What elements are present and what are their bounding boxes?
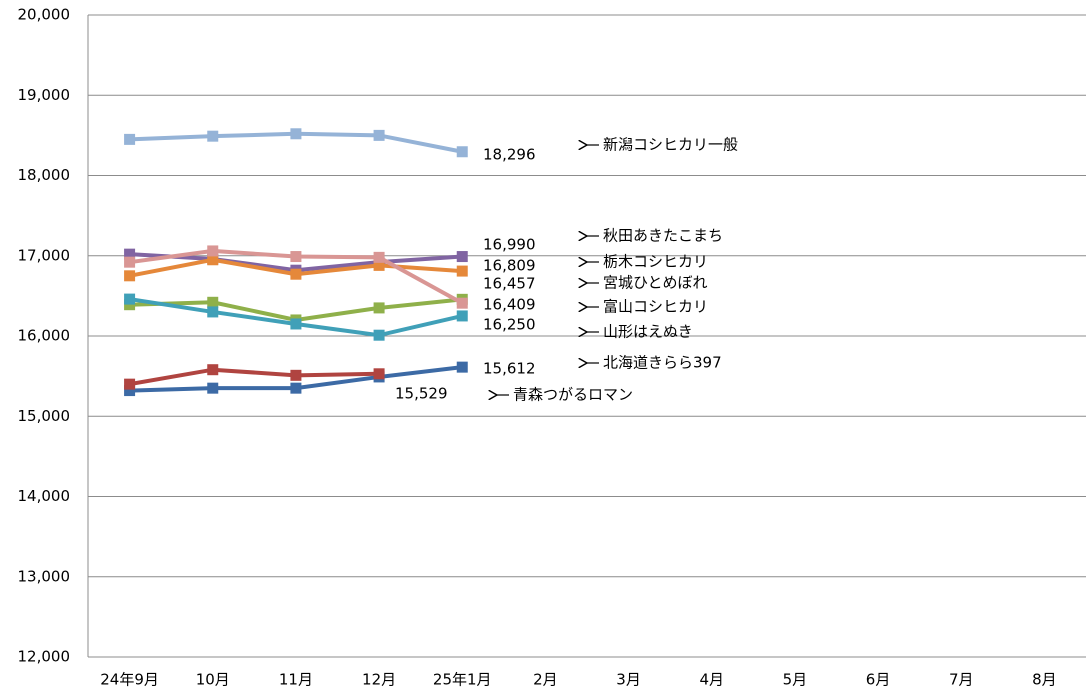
point-marker — [124, 385, 136, 397]
value-label: 16,990 — [483, 236, 536, 254]
x-tick-label: 10月 — [196, 671, 230, 689]
x-tick-label: 3月 — [616, 671, 641, 689]
y-tick-label: 20,000 — [18, 6, 71, 24]
y-tick-label: 17,000 — [18, 246, 71, 264]
point-marker — [290, 268, 302, 280]
point-marker — [456, 251, 468, 263]
x-tick-label: 25年1月 — [433, 671, 492, 689]
point-marker — [207, 296, 219, 308]
point-marker — [207, 254, 219, 266]
series-label: 栃木コシヒカリ — [603, 253, 708, 271]
series-label: 新潟コシヒカリ一般 — [603, 136, 738, 154]
point-marker — [456, 310, 468, 322]
value-label: 16,809 — [483, 257, 536, 275]
y-tick-label: 15,000 — [18, 407, 71, 425]
x-tick-label: 11月 — [279, 671, 313, 689]
x-tick-label: 6月 — [866, 671, 891, 689]
y-tick-label: 14,000 — [18, 487, 71, 505]
value-label: 16,250 — [483, 316, 536, 334]
series-label: 北海道きらら397 — [603, 354, 722, 372]
x-tick-label: 2月 — [533, 671, 558, 689]
point-marker — [373, 251, 385, 263]
y-tick-label: 18,000 — [18, 166, 71, 184]
series-label: 秋田あきたこまち — [603, 227, 723, 245]
point-marker — [456, 297, 468, 309]
point-marker — [456, 265, 468, 277]
value-label: 16,457 — [483, 275, 536, 293]
y-tick-label: 19,000 — [18, 86, 71, 104]
point-marker — [124, 270, 136, 282]
point-marker — [207, 245, 219, 257]
series-line — [129, 367, 380, 387]
point-marker — [290, 128, 302, 140]
point-marker — [124, 133, 136, 145]
point-marker — [290, 318, 302, 330]
point-marker — [373, 329, 385, 341]
value-label: 18,296 — [483, 146, 536, 164]
x-tick-label: 5月 — [783, 671, 808, 689]
y-tick-label: 13,000 — [18, 567, 71, 585]
point-marker — [373, 259, 385, 271]
x-tick-label: 24年9月 — [100, 671, 159, 689]
point-marker — [207, 364, 219, 376]
x-tick-label: 7月 — [949, 671, 974, 689]
point-marker — [124, 248, 136, 260]
x-tick-label: 4月 — [699, 671, 724, 689]
series-label: 青森つがるロマン — [513, 386, 633, 404]
value-label: 16,409 — [483, 296, 536, 314]
point-marker — [373, 129, 385, 141]
y-tick-label: 16,000 — [18, 327, 71, 345]
point-marker — [207, 382, 219, 394]
series-label: 富山コシヒカリ — [603, 298, 708, 316]
point-marker — [456, 361, 468, 373]
point-marker — [456, 146, 468, 158]
point-marker — [290, 251, 302, 263]
y-tick-label: 12,000 — [18, 648, 71, 666]
point-marker — [124, 293, 136, 305]
point-marker — [207, 130, 219, 142]
point-marker — [373, 302, 385, 314]
point-marker — [373, 368, 385, 380]
x-tick-label: 8月 — [1032, 671, 1057, 689]
point-marker — [124, 299, 136, 311]
point-marker — [124, 256, 136, 268]
value-label: 15,529 — [395, 385, 448, 403]
value-label: 15,612 — [483, 360, 536, 378]
point-marker — [290, 369, 302, 381]
point-marker — [124, 378, 136, 390]
point-marker — [290, 382, 302, 394]
x-tick-label: 12月 — [362, 671, 396, 689]
series-label: 宮城ひとめぼれ — [603, 274, 708, 292]
point-marker — [207, 306, 219, 318]
series-label: 山形はえぬき — [603, 323, 693, 341]
